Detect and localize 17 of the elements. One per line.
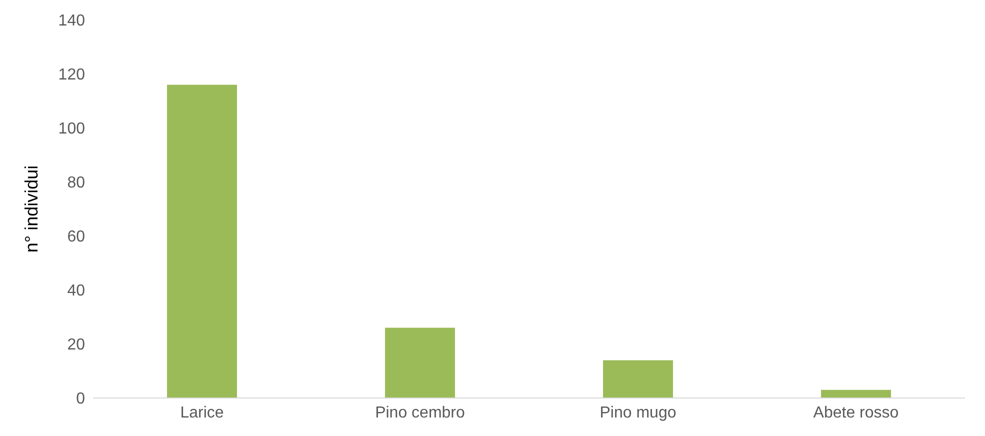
bar bbox=[603, 360, 673, 398]
bar bbox=[167, 84, 237, 398]
y-tick-label: 80 bbox=[67, 174, 86, 192]
y-tick-label: 120 bbox=[58, 66, 86, 84]
bar bbox=[821, 390, 891, 398]
y-axis-title: n° individui bbox=[21, 165, 42, 253]
x-tick-label: Larice bbox=[180, 404, 224, 422]
x-tick-label: Abete rosso bbox=[813, 404, 899, 422]
y-tick-label: 20 bbox=[67, 336, 86, 354]
bar bbox=[385, 328, 455, 398]
y-tick-label: 100 bbox=[58, 120, 86, 138]
y-tick-label: 40 bbox=[67, 282, 86, 300]
y-tick-label: 0 bbox=[76, 390, 86, 408]
x-tick-label: Pino cembro bbox=[375, 404, 466, 422]
y-tick-label: 60 bbox=[67, 228, 86, 246]
x-tick-label: Pino mugo bbox=[600, 404, 676, 422]
y-tick-label: 140 bbox=[58, 12, 86, 30]
